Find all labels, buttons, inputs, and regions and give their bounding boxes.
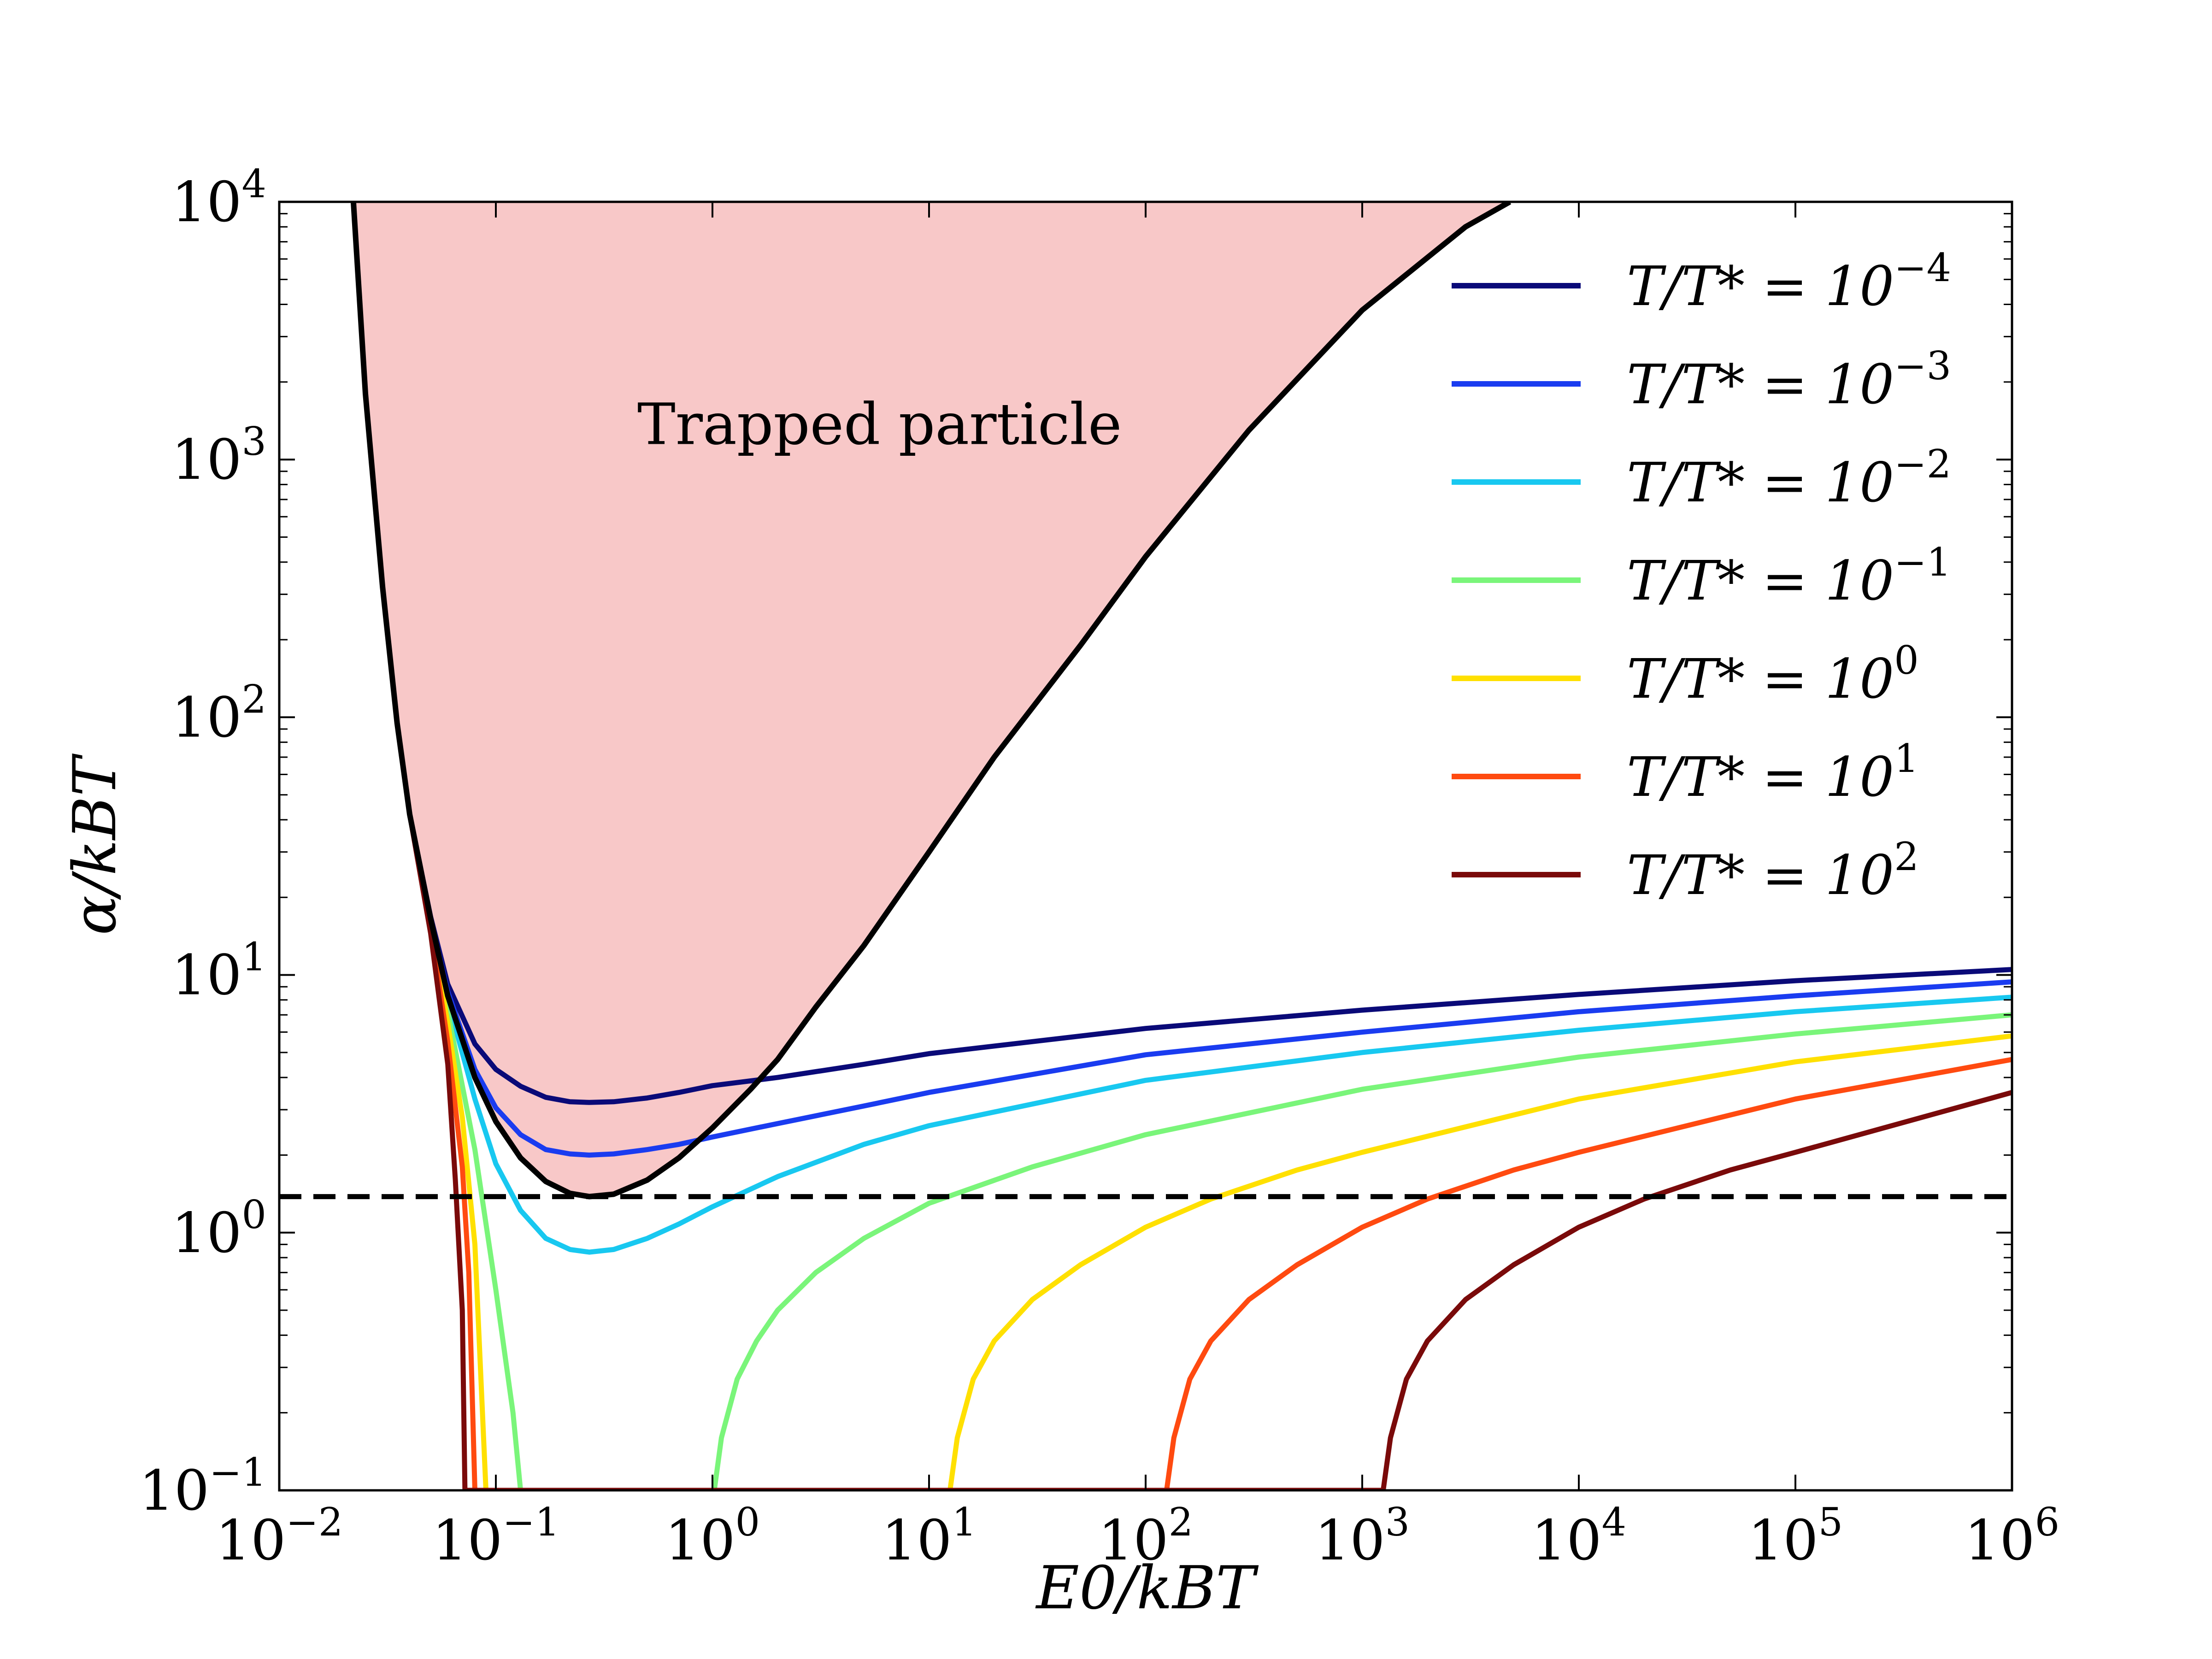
x-tick-label: 10−1 xyxy=(432,1500,560,1573)
x-tick-label: 104 xyxy=(1531,1500,1626,1573)
x-axis-label: E0/kBT xyxy=(1035,1554,1259,1623)
legend-label-4: T/T* = 100 xyxy=(1627,638,1919,711)
y-tick-label: 102 xyxy=(171,677,266,750)
y-tick-label: 101 xyxy=(171,935,266,1008)
trapped-region-layer xyxy=(353,202,1510,1197)
legend-label-6: T/T* = 102 xyxy=(1627,834,1919,907)
y-axis-label: α/kBT xyxy=(61,753,129,935)
y-tick-label: 104 xyxy=(171,161,266,235)
y-tick-label: 103 xyxy=(171,419,266,492)
legend-label-3: T/T* = 10−1 xyxy=(1627,540,1951,612)
y-tick-label: 100 xyxy=(171,1192,266,1265)
x-tick-label: 101 xyxy=(882,1500,977,1573)
annotation-layer: Trapped particle xyxy=(637,391,1122,458)
x-tick-label: 102 xyxy=(1098,1500,1193,1573)
trapped-boundary-line xyxy=(350,202,1512,1200)
series-layer xyxy=(350,202,2012,1490)
legend-label-5: T/T* = 101 xyxy=(1627,736,1919,809)
annotation-text: Trapped particle xyxy=(637,391,1122,458)
x-tick-label: 10−2 xyxy=(216,1500,343,1573)
legend-label-0: T/T* = 10−4 xyxy=(1627,245,1951,318)
legend: T/T* = 10−4 T/T* = 10−3 T/T* = 10−2 T/T* = … xyxy=(1452,245,1951,907)
x-tick-label: 105 xyxy=(1748,1500,1843,1573)
x-tick-label: 103 xyxy=(1315,1500,1410,1573)
legend-label-2: T/T* = 10−2 xyxy=(1627,441,1951,514)
x-tick-label: 100 xyxy=(665,1500,760,1573)
x-tick-label: 106 xyxy=(1965,1500,2059,1573)
legend-label-1: T/T* = 10−3 xyxy=(1627,343,1951,416)
trapped-region-fill xyxy=(353,202,1510,1197)
y-tick-label: 10−1 xyxy=(139,1450,266,1523)
axes-layer: 10−2 10−1 100 101 102 103 104 105 10610−11001011… xyxy=(61,161,2059,1623)
